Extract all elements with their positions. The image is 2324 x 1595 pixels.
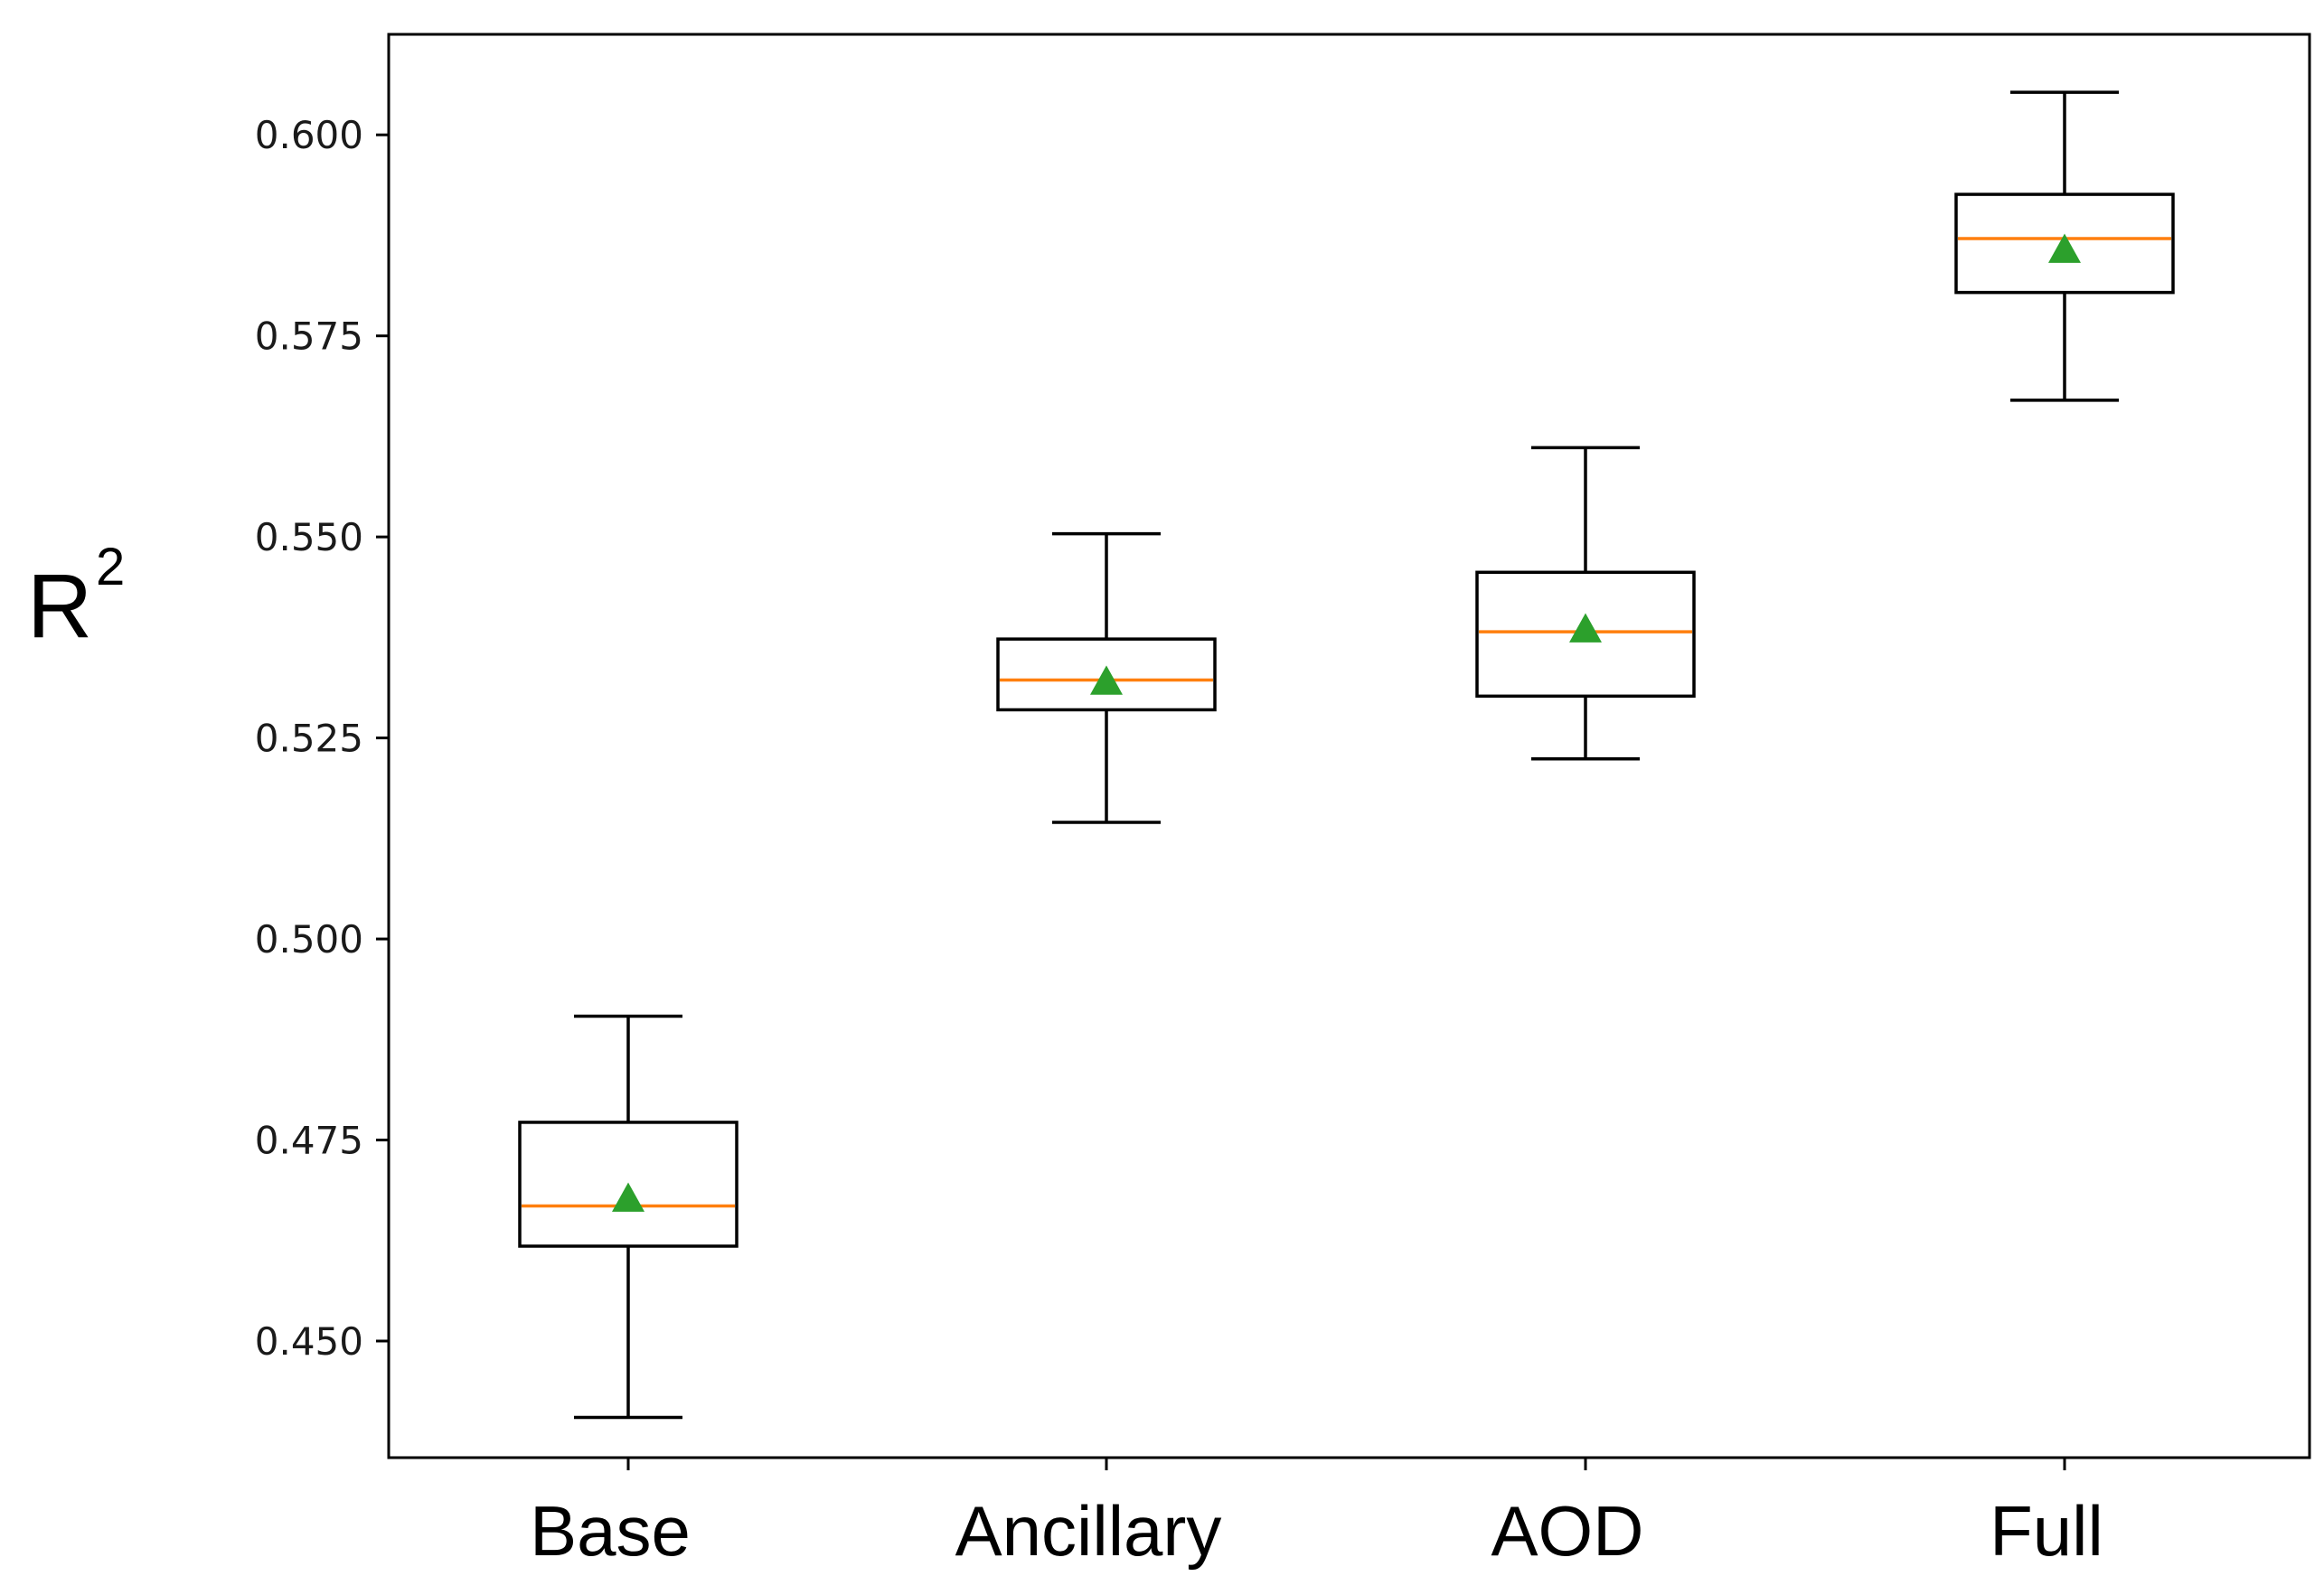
plot-area-frame [387, 33, 2311, 1459]
y-tick-label: 0.525 [255, 717, 363, 761]
x-category-label: Ancillary [955, 1491, 1222, 1571]
mean-marker [1090, 665, 1123, 695]
y-tick-label: 0.475 [255, 1119, 363, 1163]
iqr-box [996, 637, 1217, 712]
iqr-box [1954, 192, 2175, 295]
iqr-box [518, 1121, 739, 1248]
y-tick-label: 0.600 [255, 113, 363, 157]
y-tick-label: 0.500 [255, 917, 363, 962]
y-tick-label: 0.450 [255, 1319, 363, 1364]
y-axis-label: R [27, 556, 92, 657]
iqr-box [1475, 570, 1696, 699]
x-category-label: Full [1990, 1491, 2103, 1571]
y-tick-label: 0.550 [255, 515, 363, 559]
mean-marker [2048, 233, 2081, 263]
x-category-label: AOD [1491, 1491, 1643, 1571]
x-category-label: Base [530, 1491, 691, 1571]
y-axis-label-superscript: 2 [96, 538, 125, 596]
mean-marker [1569, 613, 1602, 643]
y-tick-label: 0.575 [255, 314, 363, 359]
mean-marker [612, 1182, 645, 1212]
